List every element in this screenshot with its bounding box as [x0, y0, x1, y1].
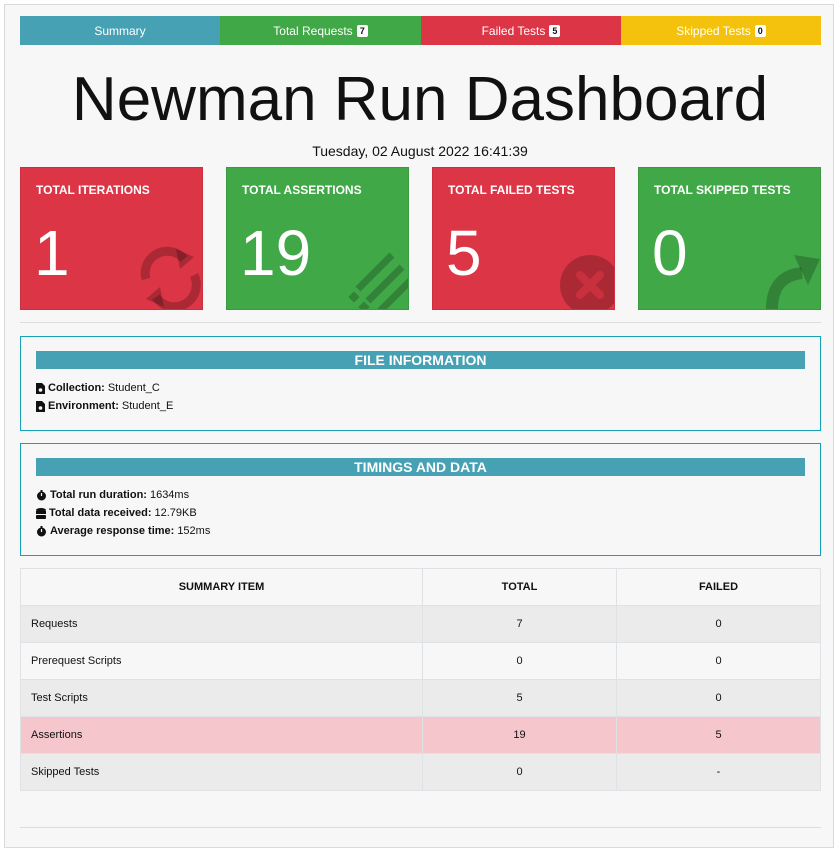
summary-table: SUMMARY ITEM TOTAL FAILED Requests 7 0 P… — [20, 568, 821, 791]
tab-skipped-tests[interactable]: Skipped Tests 0 — [621, 16, 821, 45]
card-label: TOTAL ASSERTIONS — [242, 183, 362, 197]
timings-panel: TIMINGS AND DATA Total run duration: 163… — [20, 443, 821, 556]
collection-line: Collection: Student_C — [36, 382, 160, 394]
row-total: 19 — [422, 716, 617, 754]
row-failed: 5 — [616, 716, 821, 754]
tab-failed-tests-badge: 5 — [549, 24, 561, 37]
database-icon — [36, 507, 46, 519]
card-value: 19 — [240, 217, 312, 289]
table-row: Skipped Tests 0 - — [20, 753, 821, 791]
data-received-line: Total data received: 12.79KB — [36, 507, 197, 519]
card-value: 1 — [34, 217, 70, 289]
card-value: 5 — [446, 217, 482, 289]
row-total: 7 — [422, 605, 617, 643]
tab-total-requests-badge: 7 — [356, 24, 368, 37]
row-failed: 0 — [616, 679, 821, 717]
table-row-failed: Assertions 19 5 — [20, 716, 821, 754]
duration-line: Total run duration: 1634ms — [36, 489, 189, 501]
collection-value: Student_C — [107, 382, 160, 394]
share-arrow-icon — [766, 255, 820, 309]
column-header-summary-item: SUMMARY ITEM — [20, 568, 423, 606]
dashboard-page: Summary Total Requests 7 Failed Tests 5 … — [4, 4, 834, 848]
tab-skipped-tests-label: Skipped Tests — [676, 23, 751, 38]
row-item: Assertions — [20, 716, 423, 754]
table-row: Prerequest Scripts 0 0 — [20, 642, 821, 680]
card-label: TOTAL ITERATIONS — [36, 183, 150, 197]
page-title: Newman Run Dashboard — [71, 65, 769, 134]
row-failed: 0 — [616, 642, 821, 680]
table-row: Requests 7 0 — [20, 605, 821, 643]
response-time-line: Average response time: 152ms — [36, 525, 210, 537]
file-icon — [36, 400, 45, 412]
card-total-failed-tests: TOTAL FAILED TESTS 5 — [432, 167, 615, 310]
column-header-total: TOTAL — [422, 568, 617, 606]
tab-skipped-tests-badge: 0 — [754, 24, 766, 37]
row-total: 0 — [422, 753, 617, 791]
list-icon — [348, 252, 408, 309]
table-header-row: SUMMARY ITEM TOTAL FAILED — [20, 568, 821, 606]
row-total: 5 — [422, 679, 617, 717]
card-label: TOTAL SKIPPED TESTS — [654, 183, 791, 197]
timings-heading: TIMINGS AND DATA — [36, 458, 805, 476]
response-time-value: 152ms — [177, 525, 211, 537]
file-information-heading: FILE INFORMATION — [36, 351, 805, 369]
tab-summary-label: Summary — [94, 23, 146, 38]
card-total-skipped-tests: TOTAL SKIPPED TESTS 0 — [638, 167, 821, 310]
row-item: Requests — [20, 605, 423, 643]
card-total-iterations: TOTAL ITERATIONS 1 — [20, 167, 203, 310]
refresh-icon — [140, 246, 201, 309]
row-item: Skipped Tests — [20, 753, 423, 791]
data-received-value: 12.79KB — [154, 507, 197, 519]
close-circle-icon — [560, 255, 614, 309]
column-header-failed: FAILED — [616, 568, 821, 606]
environment-value: Student_E — [121, 400, 174, 412]
collection-label: Collection: — [48, 382, 105, 394]
response-time-label: Average response time: — [50, 525, 175, 537]
row-failed: - — [616, 753, 821, 791]
tab-summary[interactable]: Summary — [20, 16, 220, 45]
stopwatch-icon — [37, 489, 46, 500]
nav-tabs: Summary Total Requests 7 Failed Tests 5 … — [20, 16, 821, 45]
card-label: TOTAL FAILED TESTS — [448, 183, 575, 197]
file-information-panel: FILE INFORMATION Collection: Student_C E… — [20, 336, 821, 431]
table-row: Test Scripts 5 0 — [20, 679, 821, 717]
file-icon — [36, 382, 45, 394]
tab-failed-tests-label: Failed Tests — [481, 23, 546, 38]
row-failed: 0 — [616, 605, 821, 643]
environment-line: Environment: Student_E — [36, 400, 173, 412]
tab-total-requests[interactable]: Total Requests 7 — [220, 16, 421, 45]
data-received-label: Total data received: — [49, 507, 152, 519]
row-item: Test Scripts — [20, 679, 423, 717]
row-item: Prerequest Scripts — [20, 642, 423, 680]
footer-divider — [20, 827, 821, 828]
row-total: 0 — [422, 642, 617, 680]
stopwatch-icon — [37, 525, 46, 536]
duration-value: 1634ms — [149, 489, 190, 501]
environment-label: Environment: — [48, 400, 119, 412]
run-timestamp: Tuesday, 02 August 2022 16:41:39 — [312, 143, 528, 159]
card-value: 0 — [652, 217, 688, 289]
duration-label: Total run duration: — [50, 489, 147, 501]
tab-total-requests-label: Total Requests — [273, 23, 353, 38]
tab-failed-tests[interactable]: Failed Tests 5 — [421, 16, 621, 45]
card-total-assertions: TOTAL ASSERTIONS 19 — [226, 167, 409, 310]
section-divider — [20, 322, 821, 323]
